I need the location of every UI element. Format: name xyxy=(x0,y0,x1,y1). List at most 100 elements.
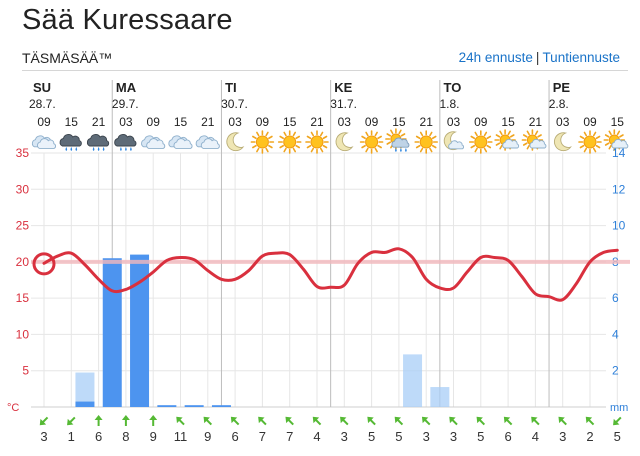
wind-speed: 6 xyxy=(231,429,238,444)
cloudy-icon xyxy=(195,135,220,149)
day-name: KE xyxy=(334,80,352,95)
rain-cloud-icon xyxy=(114,134,137,151)
page-title: Sää Kuressaare xyxy=(22,4,233,36)
precip-bar xyxy=(130,254,150,407)
left-tick-label: 20 xyxy=(16,255,30,269)
day-date: 2.8. xyxy=(549,97,569,111)
hour-label: 21 xyxy=(201,115,215,129)
day-name: PE xyxy=(553,80,571,95)
wind-arrow-icon xyxy=(476,416,486,426)
wind-speed: 8 xyxy=(122,429,129,444)
wind-arrow-icon xyxy=(176,416,185,426)
precip-possible-bar xyxy=(430,387,450,407)
sun-icon xyxy=(250,130,275,154)
link-24h-forecast[interactable]: 24h ennuste xyxy=(458,50,533,65)
wind-arrow-icon xyxy=(340,416,349,426)
link-hourly-forecast[interactable]: Tuntiennuste xyxy=(542,50,620,65)
day-date: 30.7. xyxy=(221,97,248,111)
precip-bar xyxy=(157,405,177,407)
wind-speed: 3 xyxy=(40,429,47,444)
day-date: 1.8. xyxy=(440,97,460,111)
hour-label: 03 xyxy=(447,115,461,129)
hour-label: 15 xyxy=(392,115,406,129)
left-tick-label: 10 xyxy=(16,327,30,341)
wind-speed: 5 xyxy=(614,429,621,444)
hour-label: 21 xyxy=(92,115,106,129)
wind-speed: 3 xyxy=(423,429,430,444)
header-divider xyxy=(22,70,628,71)
moon-icon xyxy=(226,132,245,152)
precip-possible-bar xyxy=(403,354,423,407)
wind-arrow-icon xyxy=(449,416,458,426)
precip-bar xyxy=(102,258,122,407)
hour-label: 15 xyxy=(174,115,188,129)
wind-arrow-icon xyxy=(531,416,540,426)
wind-speed: 4 xyxy=(313,429,320,444)
left-tick-label: 15 xyxy=(16,291,30,305)
wind-speed: 4 xyxy=(532,429,539,444)
service-name: TÄSMÄSÄÄ™ xyxy=(22,50,113,66)
day-name: MA xyxy=(116,80,137,95)
rain-cloud-icon xyxy=(59,134,82,151)
hour-label: 21 xyxy=(529,115,543,129)
wind-speed: 3 xyxy=(341,429,348,444)
right-tick-label: 6 xyxy=(612,291,619,305)
wind-arrow-icon xyxy=(121,415,130,426)
wind-arrow-icon xyxy=(149,415,158,426)
day-name: TI xyxy=(225,80,237,95)
wind-arrow-icon xyxy=(258,416,267,426)
hour-label: 09 xyxy=(474,115,488,129)
wind-speed: 5 xyxy=(477,429,484,444)
hour-label: 21 xyxy=(420,115,434,129)
wind-arrow-icon xyxy=(203,416,213,426)
hour-label: 03 xyxy=(556,115,570,129)
link-separator: | xyxy=(535,50,540,65)
day-date: 31.7. xyxy=(330,97,357,111)
wind-speed: 1 xyxy=(68,429,75,444)
hour-label: 03 xyxy=(338,115,352,129)
sun-cloud-icon xyxy=(494,129,520,151)
hour-labels: 09 15 21 03 09 15 21 03 09 15 21 03 09 15 21 03 09 15 21 03… xyxy=(37,115,624,129)
day-name: TO xyxy=(444,80,462,95)
hour-label: 21 xyxy=(310,115,324,129)
sun-rain-icon xyxy=(385,128,410,152)
wind-speed: 9 xyxy=(204,429,211,444)
hour-label: 15 xyxy=(501,115,515,129)
hour-label: 09 xyxy=(256,115,270,129)
sun-icon xyxy=(277,130,302,154)
hour-label: 15 xyxy=(611,115,625,129)
right-axis-unit: mm xyxy=(610,402,628,414)
wind-speed: 5 xyxy=(368,429,375,444)
moon-icon xyxy=(553,132,572,152)
forecast-links: 24h ennuste | Tuntiennuste xyxy=(459,50,620,65)
weather-icons xyxy=(31,128,629,154)
right-tick-label: 4 xyxy=(612,327,619,341)
wind-arrow-icon xyxy=(94,415,103,426)
wind-speed: 9 xyxy=(150,429,157,444)
wind-arrow-icon xyxy=(312,416,322,426)
sun-cloud-icon xyxy=(603,129,629,151)
right-tick-label: 12 xyxy=(612,182,626,196)
cloudy-icon xyxy=(168,135,193,149)
right-tick-label: 2 xyxy=(612,364,619,378)
wind-speed: 7 xyxy=(259,429,266,444)
sun-icon xyxy=(468,130,493,154)
wind-arrow-icon xyxy=(67,416,76,426)
hour-label: 03 xyxy=(228,115,242,129)
moon-icon xyxy=(335,132,354,152)
wind-speed: 5 xyxy=(395,429,402,444)
hour-label: 09 xyxy=(583,115,597,129)
left-tick-label: 30 xyxy=(16,182,30,196)
sun-icon xyxy=(414,130,439,154)
sun-cloud-icon xyxy=(521,129,547,151)
sun-icon xyxy=(578,130,602,154)
wind-arrow-icon xyxy=(285,416,294,426)
hour-label: 03 xyxy=(119,115,133,129)
wind-speed: 6 xyxy=(95,429,102,444)
wind-speed: 3 xyxy=(450,429,457,444)
wind-arrow-icon xyxy=(230,416,240,426)
wind-arrow-icon xyxy=(394,416,404,426)
hour-label: 09 xyxy=(37,115,51,129)
left-tick-label: 25 xyxy=(16,219,30,233)
sun-icon xyxy=(359,130,384,154)
